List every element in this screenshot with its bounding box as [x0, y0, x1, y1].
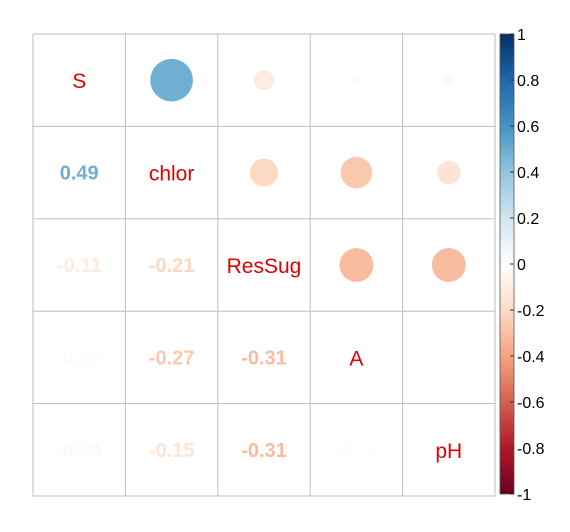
colorbar-tick-label: -0.2 [517, 303, 545, 320]
colorbar-tick-label: 0.6 [517, 119, 539, 136]
correlation-value: -0.21 [149, 255, 195, 277]
correlation-value: -0.31 [241, 440, 287, 462]
correlation-circle [250, 158, 278, 187]
colorbar-tick-label: 0.8 [517, 73, 539, 90]
colorbar-tick-label: -1 [517, 487, 531, 504]
colorbar-tick-label: 0 [517, 257, 526, 274]
correlation-value: -0.04 [56, 440, 102, 462]
correlation-circle [431, 248, 466, 282]
colorbar-tick-label: 0.4 [517, 165, 539, 182]
variable-label: chlor [149, 163, 195, 186]
correlation-circle [150, 58, 193, 102]
correlation-circle [339, 248, 374, 282]
variable-label: A [349, 347, 363, 370]
correlation-value: -0.27 [149, 347, 195, 369]
correlation-circle [253, 70, 275, 91]
colorbar: -1 -0.8 -0.6 -0.4 -0.2 0 0.2 0.4 0.6 0.8 1 [499, 27, 545, 504]
correlation-value: 0.49 [60, 163, 99, 185]
correlation-circle [352, 75, 361, 85]
colorbar-tick-label: 1 [517, 27, 526, 44]
grid-lines [32, 33, 496, 497]
correlation-value: -0.11 [57, 255, 101, 277]
correlation-circle [445, 354, 452, 361]
correlation-value: -0.31 [241, 347, 287, 369]
colorbar-tick-label: 0.2 [517, 211, 539, 228]
colorbar-tick-label: -0.8 [517, 441, 545, 458]
variable-label: S [72, 70, 86, 93]
colorbar-ticks: -1 -0.8 -0.6 -0.4 -0.2 0 0.2 0.4 0.6 0.8 1 [510, 27, 545, 504]
colorbar-tick-label: -0.6 [517, 395, 545, 412]
variable-label: pH [435, 440, 462, 463]
correlation-value: -0.02 [56, 347, 102, 369]
matrix-cells: S 0.49 chlor -0.11 -0.21 ResSug -0.02 -0.27 -0.3… [56, 58, 466, 463]
correlation-value: -0.15 [149, 440, 195, 462]
correlation-circle [442, 74, 455, 87]
colorbar-tick-label: -0.4 [517, 349, 545, 366]
correlation-value: -0.01 [334, 440, 380, 462]
variable-label: ResSug [227, 255, 302, 278]
correlation-circle [436, 160, 461, 185]
correlation-circle [340, 156, 373, 189]
